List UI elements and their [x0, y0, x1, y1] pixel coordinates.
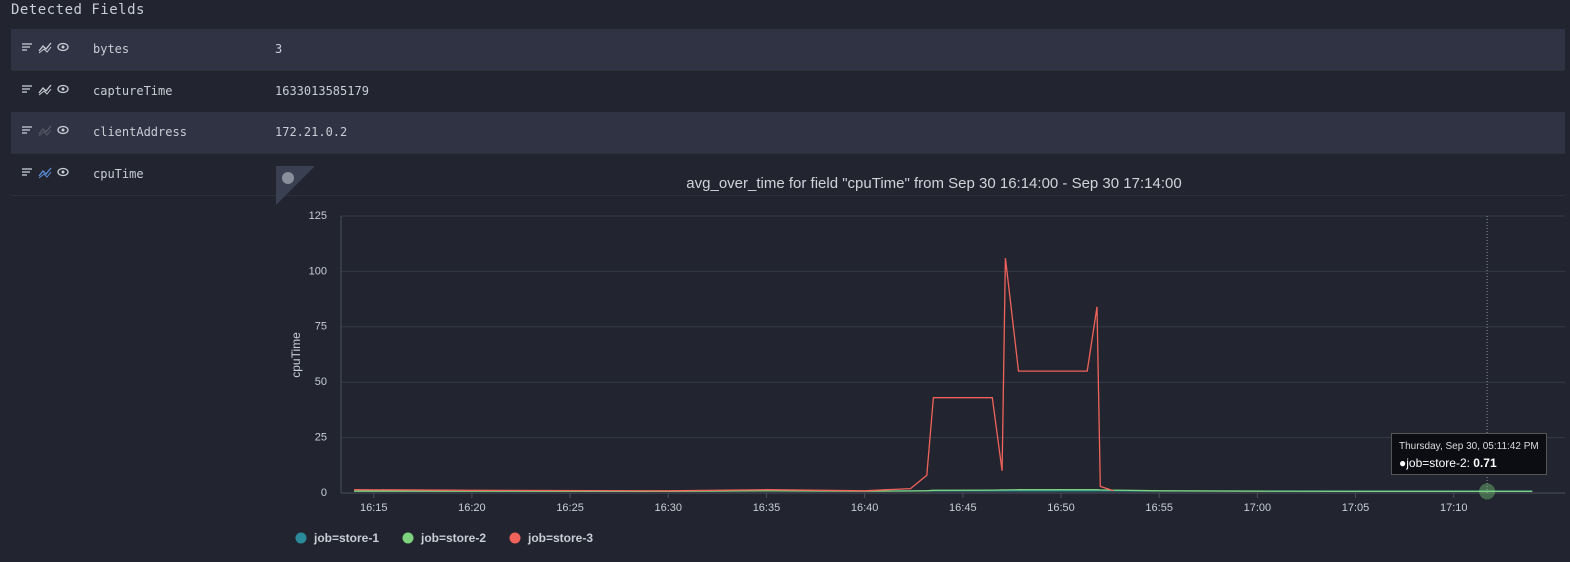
hover-point — [1479, 483, 1496, 500]
legend-swatch — [402, 532, 414, 544]
info-icon[interactable] — [282, 172, 294, 184]
x-tick-label: 16:20 — [458, 502, 486, 514]
info-corner — [276, 166, 315, 205]
x-tick-label: 17:05 — [1342, 502, 1370, 514]
field-value: 172.21.0.2 — [275, 125, 348, 139]
y-tick-label: 50 — [315, 376, 327, 388]
legend-label: job=store-2 — [420, 531, 486, 545]
field-name: clientAddress — [93, 125, 187, 139]
y-tick-label: 100 — [309, 265, 327, 277]
section-title: Detected Fields — [11, 2, 145, 18]
x-tick-label: 17:10 — [1440, 502, 1468, 514]
legend-swatch — [295, 532, 307, 544]
row-icons[interactable] — [21, 41, 71, 55]
row-icons[interactable] — [21, 83, 71, 97]
field-value: 3 — [275, 42, 283, 56]
x-tick-label: 16:45 — [949, 502, 977, 514]
field-value: 1633013585179 — [275, 84, 369, 98]
tooltip-line: ●job=store-20.71 — [1399, 456, 1497, 470]
chart-title: avg_over_time for field "cpuTime" from S… — [686, 175, 1181, 192]
x-tick-label: 16:40 — [851, 502, 879, 514]
x-tick-label: 16:15 — [360, 502, 388, 514]
y-tick-label: 75 — [315, 321, 327, 333]
field-name: bytes — [93, 42, 130, 56]
field-name: cpuTime — [93, 167, 144, 181]
y-tick-label: 25 — [315, 432, 327, 444]
x-tick-label: 16:35 — [753, 502, 781, 514]
tooltip-series: job=store-2 — [1406, 456, 1473, 470]
legend-label: job=store-1 — [313, 531, 379, 545]
x-tick-label: 17:00 — [1244, 502, 1272, 514]
legend-swatch — [509, 532, 521, 544]
x-tick-label: 16:25 — [556, 502, 584, 514]
series-line — [354, 489, 1533, 493]
y-axis-label: cpuTime — [289, 332, 303, 378]
tooltip-value: 0.71 — [1473, 456, 1497, 470]
row-icons[interactable] — [21, 166, 71, 180]
x-tick-label: 16:50 — [1047, 502, 1075, 514]
y-tick-label: 0 — [321, 487, 327, 499]
field-row[interactable]: bytes 3 — [11, 29, 1565, 71]
row-icons[interactable] — [21, 124, 71, 138]
y-tick-label: 125 — [309, 210, 327, 222]
x-tick-label: 16:55 — [1145, 502, 1173, 514]
series-line — [354, 258, 1114, 492]
field-row[interactable]: clientAddress 172.21.0.2 — [11, 112, 1565, 154]
field-name: captureTime — [93, 84, 173, 98]
legend-label: job=store-3 — [527, 531, 593, 545]
tooltip-title: Thursday, Sep 30, 05:11:42 PM — [1399, 441, 1539, 452]
tooltip: Thursday, Sep 30, 05:11:42 PM ●job=store… — [1391, 433, 1547, 475]
field-row[interactable]: cpuTime — [11, 154, 1565, 196]
x-tick-label: 16:30 — [655, 502, 683, 514]
